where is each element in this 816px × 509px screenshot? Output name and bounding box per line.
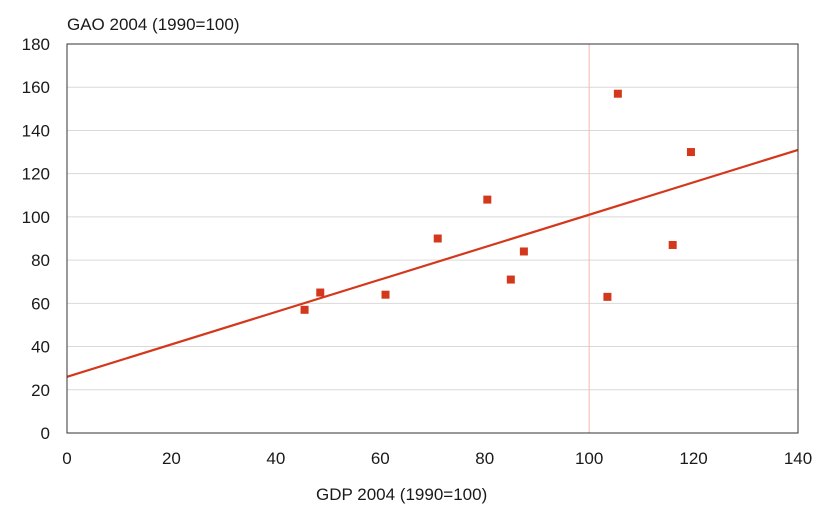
- y-tick-label: 60: [31, 294, 50, 313]
- data-points-layer: [300, 89, 695, 314]
- y-tick-label: 80: [31, 251, 50, 270]
- data-point: [433, 234, 442, 243]
- x-tick-label: 0: [62, 449, 71, 468]
- data-point: [686, 148, 695, 157]
- data-point: [603, 292, 612, 301]
- y-axis-label: GAO 2004 (1990=100): [67, 15, 239, 34]
- plot-frame-layer: [66, 43, 799, 434]
- y-tick-label: 120: [22, 165, 50, 184]
- data-point: [316, 288, 325, 297]
- data-point: [613, 89, 622, 98]
- x-tick-label: 120: [679, 449, 707, 468]
- x-tick-label: 140: [784, 449, 812, 468]
- trendline-layer: [66, 148, 799, 378]
- y-tick-label: 160: [22, 78, 50, 97]
- x-tick-label: 60: [371, 449, 390, 468]
- data-point: [668, 240, 677, 249]
- data-point: [519, 247, 528, 256]
- data-point: [381, 290, 390, 299]
- plot-frame: [66, 43, 799, 434]
- x-tick-label: 100: [575, 449, 603, 468]
- data-point: [506, 275, 515, 284]
- grid-layer: [67, 86, 798, 391]
- y-tick-label: 40: [31, 338, 50, 357]
- data-point: [483, 195, 492, 204]
- y-tick-label: 0: [41, 424, 50, 443]
- y-tick-labels: 0 20 40 60 80 100 120 140 160 180: [22, 35, 50, 443]
- x-tick-label: 20: [162, 449, 181, 468]
- y-tick-label: 100: [22, 208, 50, 227]
- x-tick-label: 80: [475, 449, 494, 468]
- y-tick-label: 140: [22, 121, 50, 140]
- x-tick-label: 40: [266, 449, 285, 468]
- x-axis-label: GDP 2004 (1990=100): [316, 485, 487, 504]
- y-tick-label: 180: [22, 35, 50, 54]
- data-point: [300, 305, 309, 314]
- trendline: [66, 148, 799, 378]
- x-tick-labels: 0 20 40 60 80 100 120 140: [62, 449, 812, 468]
- y-tick-label: 20: [31, 381, 50, 400]
